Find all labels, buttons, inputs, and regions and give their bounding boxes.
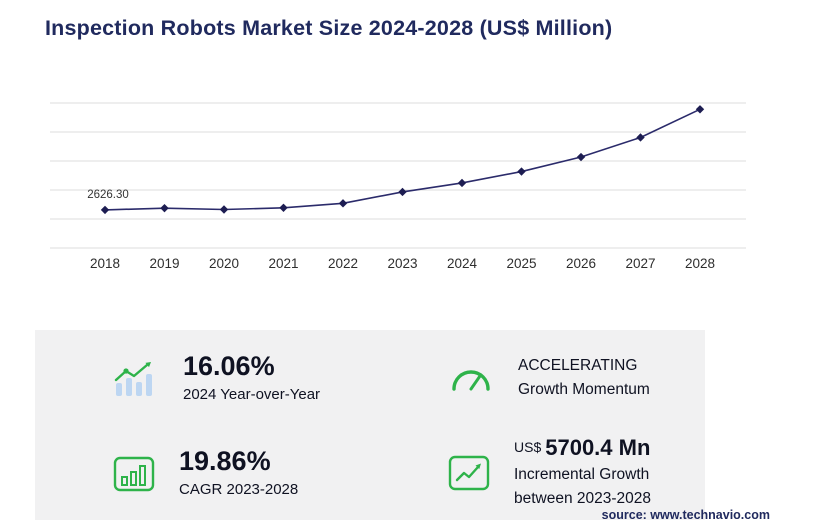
source-attribution: source: www.technavio.com [601,508,770,522]
momentum-text-block: ACCELERATING Growth Momentum [518,354,650,401]
x-axis-tick-2021: 2021 [268,256,299,271]
stat-yoy-growth: 16.06% 2024 Year-over-Year [35,330,370,425]
market-line-chart [40,85,756,260]
momentum-line1: ACCELERATING [518,357,638,375]
data-point-marker [219,205,229,214]
stat-incremental-growth: US$ 5700.4 Mn Incremental Growth between … [370,425,705,520]
stat-cagr: 19.86% CAGR 2023-2028 [35,425,370,520]
data-point-marker [636,133,645,142]
data-point-marker [279,203,288,213]
x-axis-tick-2024: 2024 [446,256,478,271]
bar-chart-outline-icon [113,454,155,492]
growth-arrow-icon [448,455,490,491]
incremental-value-row: US$ 5700.4 Mn [514,435,651,461]
x-axis-tick-2022: 2022 [327,256,359,271]
data-point-marker [695,105,705,114]
incremental-label-line1: Incremental Growth [514,466,650,484]
cagr-text-block: 19.86% CAGR 2023-2028 [179,446,299,498]
data-point-marker [100,205,110,215]
key-stats-panel: 16.06% 2024 Year-over-Year ACCELERATING … [35,330,705,520]
x-axis-labels: 2018 2019 2020 2021 2022 2023 2024 2025 2026 2027… [40,256,756,276]
data-point-marker [576,152,586,162]
stat-growth-momentum: ACCELERATING Growth Momentum [370,330,705,425]
incremental-currency: US$ [514,439,542,456]
data-point-marker [517,167,526,176]
incremental-label-line2: between 2023-2028 [514,489,652,507]
x-axis-tick-2020: 2020 [208,256,240,271]
yoy-text-block: 16.06% 2024 Year-over-Year [183,351,321,403]
data-point-marker [457,178,467,188]
gauge-icon [448,359,494,397]
data-point-marker [398,187,407,197]
x-axis-tick-2018: 2018 [89,256,121,271]
x-axis-tick-2028: 2028 [684,256,716,271]
x-axis-tick-2023: 2023 [387,256,418,271]
cagr-label: CAGR 2023-2028 [179,480,299,498]
x-axis-tick-2025: 2025 [506,256,537,271]
incremental-text-block: US$ 5700.4 Mn Incremental Growth between … [514,435,651,510]
momentum-line2: Growth Momentum [518,380,650,398]
x-axis-tick-2019: 2019 [149,256,180,271]
x-axis-tick-2027: 2027 [625,256,656,271]
yoy-value: 16.06% [183,351,275,382]
first-point-data-label: 2626.30 [87,189,129,201]
x-axis-tick-2026: 2026 [565,256,597,271]
data-point-marker [160,203,169,213]
incremental-value: 5700.4 Mn [545,435,651,461]
page-title: Inspection Robots Market Size 2024-2028 … [45,16,613,40]
yoy-label: 2024 Year-over-Year [183,385,321,403]
line-chart-svg [50,102,746,249]
bar-chart-trend-icon [113,358,159,398]
cagr-value: 19.86% [179,446,271,477]
data-point-marker [338,199,348,208]
